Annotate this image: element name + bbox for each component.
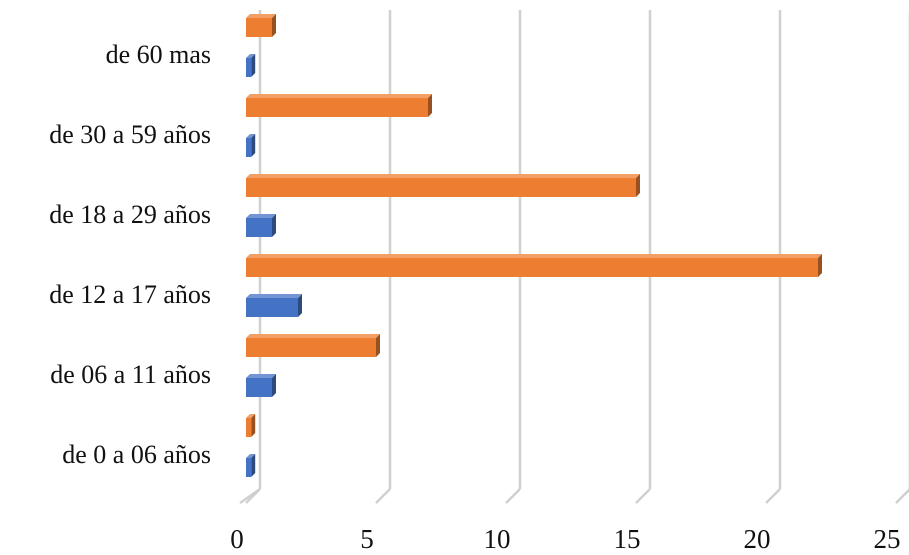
bar-series1-3-side [298, 294, 302, 317]
gridlines [239, 10, 909, 505]
bar-series1-4 [246, 214, 276, 237]
bar-series1-4-side [272, 214, 276, 237]
bar-series2-2 [246, 334, 380, 357]
bar-series1-1-front [246, 458, 252, 477]
bar-series1-5-top [246, 134, 256, 138]
bar-series2-5 [246, 94, 432, 117]
category-label: de 06 a 11 años [50, 360, 211, 389]
bar-series2-5-front [246, 98, 428, 117]
bar-series1-2 [246, 374, 276, 397]
bar-series2-1-front [246, 418, 252, 437]
bar-series2-1-top [246, 414, 256, 418]
bar-series1-3 [246, 294, 302, 317]
category-label: de 30 a 59 años [49, 120, 211, 149]
bar-series1-1 [246, 454, 256, 477]
bar-series2-6-top [246, 14, 276, 18]
bar-series2-3-top [246, 254, 822, 258]
bar-series1-6-top [246, 54, 256, 58]
x-tick-label: 10 [484, 524, 511, 554]
category-labels: de 0 a 06 años de 06 a 11 años de 12 a 17 … [49, 40, 211, 469]
bar-series1-6-front [246, 58, 252, 77]
bar-series1-2-side [272, 374, 276, 397]
bar-series1-5-side [251, 134, 256, 157]
bar-series2-2-front [246, 338, 376, 357]
bar-series2-6-side [272, 14, 276, 37]
bar-series2-5-side [428, 94, 432, 117]
x-tick-label: 0 [230, 524, 244, 554]
gridline-floor [895, 488, 909, 504]
bar-series2-1 [246, 414, 256, 437]
axis-floor-edge [239, 487, 261, 505]
bar-series2-2-top [246, 334, 380, 338]
gridline-floor [505, 488, 521, 504]
bar-series1-1-side [251, 454, 256, 477]
bar-series1-4-top [246, 214, 276, 218]
x-tick-label: 25 [874, 524, 901, 554]
bar-series1-5 [246, 134, 256, 157]
bar-series1-4-front [246, 218, 272, 237]
bar-series1-6-side [251, 54, 256, 77]
bar-series1-2-front [246, 378, 272, 397]
bar-series2-3-side [818, 254, 822, 277]
gridline-floor [765, 488, 781, 504]
bar-series1-6 [246, 54, 256, 77]
category-label: de 12 a 17 años [49, 280, 211, 309]
bar-series2-4-side [636, 174, 640, 197]
bar-series2-5-top [246, 94, 432, 98]
gridline-floor [635, 488, 651, 504]
bar-series2-4-top [246, 174, 640, 178]
category-label: de 0 a 06 años [62, 440, 211, 469]
bar-series1-5-front [246, 138, 252, 157]
bar-series2-4 [246, 174, 640, 197]
bar-series2-1-side [251, 414, 256, 437]
bars [246, 14, 822, 477]
tick-labels: 0 5 10 15 20 25 [230, 524, 900, 554]
bar-series2-2-side [376, 334, 380, 357]
bar-series2-3 [246, 254, 822, 277]
bar-series1-2-top [246, 374, 276, 378]
bar-series2-4-front [246, 178, 636, 197]
bar-series1-3-front [246, 298, 298, 317]
category-label: de 60 mas [106, 40, 211, 69]
category-label: de 18 a 29 años [49, 200, 211, 229]
x-tick-label: 5 [360, 524, 374, 554]
x-tick-label: 15 [614, 524, 641, 554]
bar-series2-6-front [246, 18, 272, 37]
bar-series1-1-top [246, 454, 256, 458]
bar-series2-3-front [246, 258, 818, 277]
bar-series2-6 [246, 14, 276, 37]
gridline-floor [375, 488, 391, 504]
x-tick-label: 20 [744, 524, 771, 554]
bar-series1-3-top [246, 294, 302, 298]
